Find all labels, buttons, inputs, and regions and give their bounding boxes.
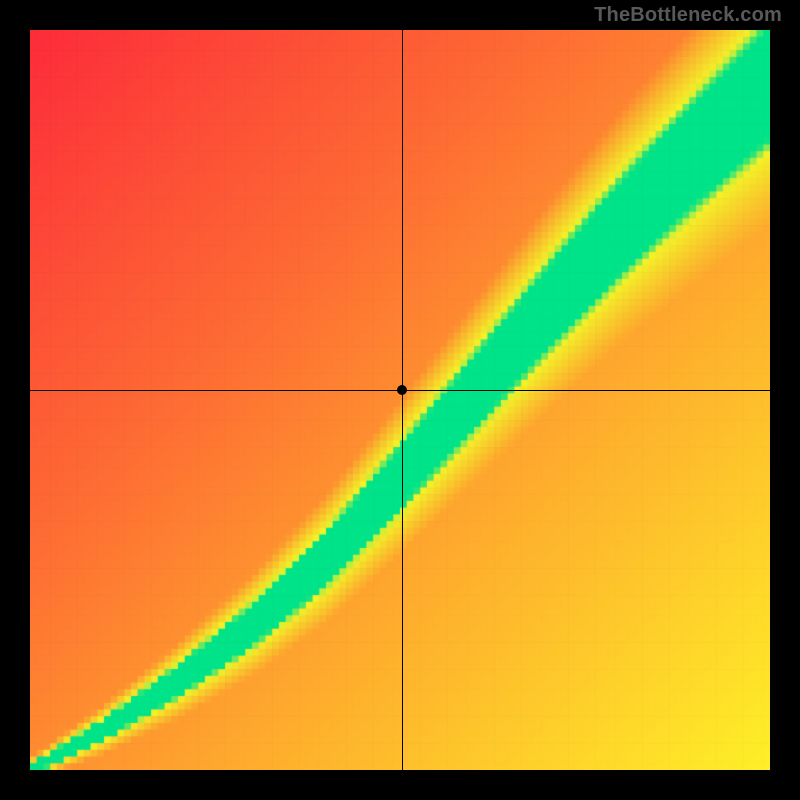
plot-area xyxy=(30,30,770,770)
watermark-text: TheBottleneck.com xyxy=(594,4,782,27)
chart-container: TheBottleneck.com xyxy=(0,0,800,800)
crosshair-vertical xyxy=(402,30,403,770)
heatmap-canvas xyxy=(30,30,770,770)
